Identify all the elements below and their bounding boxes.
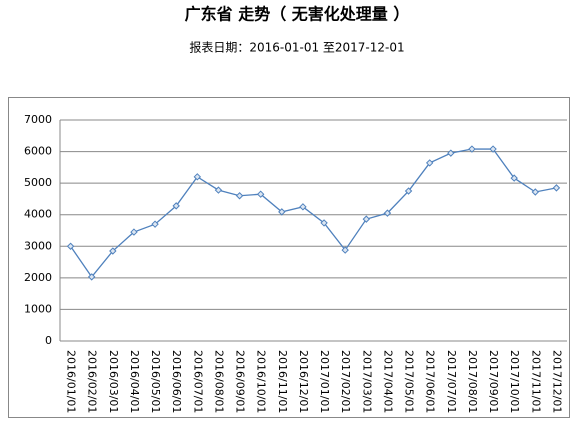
x-tick-label: 2016/06/01	[170, 350, 183, 413]
x-tick-label: 2016/10/01	[255, 350, 268, 413]
chart-frame	[8, 97, 570, 418]
marker	[489, 145, 497, 153]
x-tick-label: 2017/11/01	[529, 350, 542, 413]
x-tick-label: 2017/09/01	[487, 350, 500, 413]
marker	[404, 187, 413, 195]
x-tick-label: 2016/08/01	[212, 350, 225, 413]
x-tick-label: 2017/07/01	[445, 350, 458, 413]
y-tick-label: 4000	[24, 208, 52, 221]
x-tick-label: 2017/04/01	[381, 350, 394, 413]
marker	[130, 228, 138, 236]
marker	[66, 242, 75, 250]
y-tick-label: 3000	[24, 239, 52, 252]
y-tick-label: 0	[45, 334, 52, 347]
marker	[172, 202, 180, 210]
x-tick-label: 2016/05/01	[149, 350, 162, 413]
marker	[383, 209, 392, 217]
x-tick-label: 2017/12/01	[550, 350, 563, 413]
chart-subtitle: 报表日期：2016-01-01 至2017-12-01	[189, 40, 404, 55]
y-tick-label: 1000	[24, 302, 52, 315]
marker	[235, 192, 244, 200]
marker	[447, 149, 455, 157]
y-tick-label: 6000	[24, 145, 52, 158]
x-tick-label: 2016/03/01	[107, 350, 120, 413]
marker	[552, 184, 561, 192]
marker	[320, 219, 328, 227]
marker	[531, 188, 540, 196]
x-tick-label: 2017/10/01	[508, 350, 521, 413]
x-tick-label: 2017/02/01	[339, 350, 352, 413]
x-tick-label: 2017/06/01	[424, 350, 437, 413]
marker	[151, 220, 159, 228]
chart-title: 广东省 走势（ 无害化处理量 ）	[185, 5, 410, 24]
x-tick-label: 2016/12/01	[297, 350, 310, 413]
y-tick-label: 2000	[24, 271, 52, 284]
marker	[468, 145, 476, 153]
x-tick-label: 2016/09/01	[234, 350, 247, 413]
x-tick-label: 2017/01/01	[318, 350, 331, 413]
marker	[214, 186, 223, 194]
marker	[362, 215, 371, 223]
marker	[109, 247, 117, 255]
x-tick-label: 2017/03/01	[360, 350, 373, 413]
marker	[510, 174, 518, 182]
x-tick-label: 2016/07/01	[191, 350, 204, 413]
marker	[341, 246, 349, 254]
x-tick-label: 2017/05/01	[403, 350, 416, 413]
x-tick-label: 2017/08/01	[466, 350, 479, 413]
marker	[425, 159, 434, 167]
marker	[278, 208, 286, 216]
marker	[256, 190, 265, 198]
x-tick-label: 2016/04/01	[128, 350, 141, 413]
x-tick-label: 2016/02/01	[86, 350, 99, 413]
x-tick-label: 2016/01/01	[65, 350, 78, 413]
marker	[87, 273, 96, 281]
y-tick-label: 7000	[24, 113, 52, 126]
marker	[299, 203, 307, 211]
marker	[193, 173, 202, 181]
y-tick-label: 5000	[24, 176, 52, 189]
x-tick-label: 2016/11/01	[276, 350, 289, 413]
line	[70, 148, 557, 278]
